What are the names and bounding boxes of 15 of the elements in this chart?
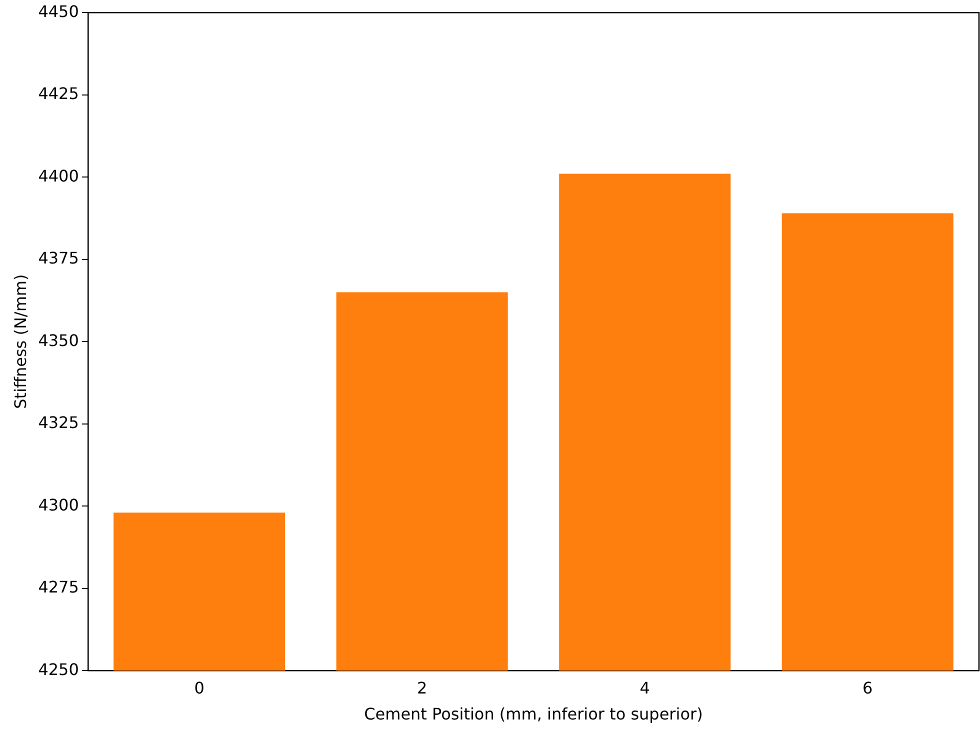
- x-axis-title: Cement Position (mm, inferior to superior): [364, 704, 703, 724]
- x-tick-label: 4: [640, 678, 650, 698]
- y-tick-label: 4275: [38, 578, 79, 597]
- y-tick-label: 4325: [38, 413, 79, 432]
- y-tick-label: 4250: [38, 660, 79, 679]
- y-axis-title: Stiffness (N/mm): [10, 274, 30, 409]
- y-tick-label: 4450: [38, 2, 79, 21]
- y-tick-label: 4375: [38, 248, 79, 268]
- x-tick-label: 6: [862, 678, 873, 698]
- y-tick-label: 4350: [38, 330, 79, 350]
- y-tick-label: 4400: [38, 166, 79, 186]
- x-tick-label: 0: [194, 678, 204, 698]
- x-tick-label: 2: [416, 678, 428, 698]
- y-tick-label: 4300: [38, 495, 79, 514]
- y-tick-label: 4425: [38, 84, 79, 104]
